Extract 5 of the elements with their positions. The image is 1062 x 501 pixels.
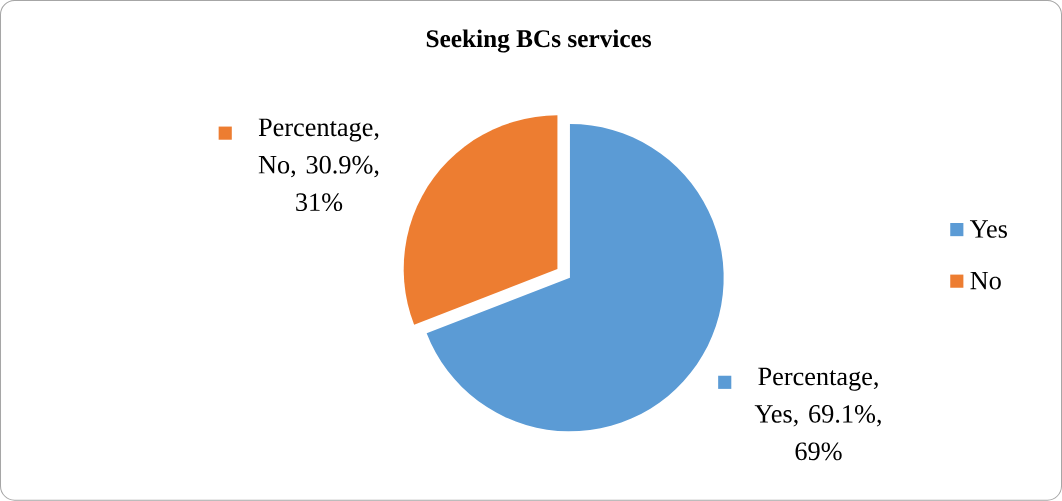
data-label: Percentage, No, 30.9%, 31% [258,118,379,212]
legend-label: No [970,272,1001,290]
chart-title: Seeking BCs services [426,29,652,53]
data-label: Percentage, Yes, 69.1%, 69% [754,368,881,461]
legend-label: Yes [969,220,1007,238]
